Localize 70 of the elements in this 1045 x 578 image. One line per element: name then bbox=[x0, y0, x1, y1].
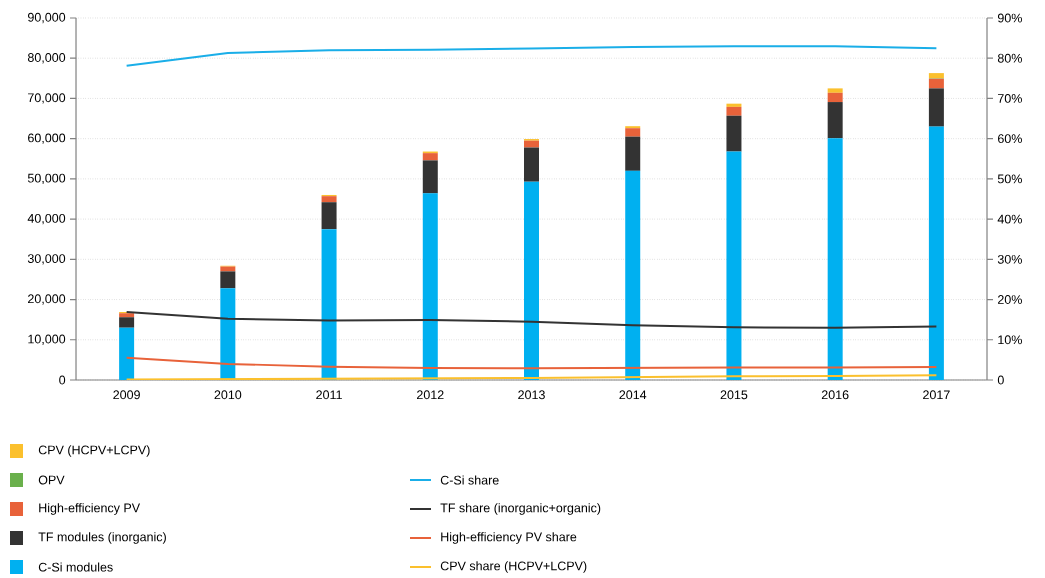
y-tick-label: 60,000 bbox=[28, 133, 66, 144]
y-tick-label: 90,000 bbox=[28, 12, 66, 24]
bar bbox=[321, 229, 337, 380]
y-tick-label: 0 bbox=[59, 375, 66, 385]
y2-tick-label: 70% bbox=[998, 94, 1022, 103]
x-tick-label: 2013 bbox=[518, 390, 545, 400]
y2-tick-label: 20% bbox=[998, 295, 1022, 304]
y2-tick-label: 60% bbox=[998, 134, 1022, 144]
bar bbox=[220, 271, 236, 289]
legend-label: C-Si share bbox=[440, 475, 499, 485]
bar bbox=[827, 138, 843, 380]
y2-tick-label: 0 bbox=[997, 375, 1004, 385]
x-tick-label: 2016 bbox=[821, 390, 849, 400]
bar bbox=[625, 128, 641, 137]
bar bbox=[119, 327, 135, 380]
legend-label: TF modules (inorganic) bbox=[38, 532, 166, 544]
y-tick-label: 10,000 bbox=[28, 334, 66, 345]
y2-tick-label: 90% bbox=[997, 13, 1022, 23]
y2-tick-label: 40% bbox=[997, 214, 1022, 224]
legend-label: High-efficiency PV bbox=[39, 503, 141, 515]
x-tick-label: 2017 bbox=[923, 390, 950, 400]
bar bbox=[827, 88, 843, 93]
x-tick-label: 2010 bbox=[214, 390, 242, 400]
y-tick-label: 40,000 bbox=[27, 213, 66, 225]
x-tick-label: 2014 bbox=[619, 390, 647, 400]
legend-label: High-efficiency PV share bbox=[441, 532, 577, 544]
bar bbox=[220, 288, 236, 380]
y2-tick-label: 10% bbox=[998, 335, 1022, 345]
bar bbox=[119, 313, 135, 318]
legend-label: TF share (inorganic+organic) bbox=[440, 503, 601, 515]
y-tick-label: 50,000 bbox=[27, 173, 66, 185]
y2-tick-label: 50% bbox=[997, 174, 1022, 184]
legend-label: C-Si modules bbox=[38, 562, 113, 572]
y-tick-label: 80,000 bbox=[27, 53, 66, 64]
bar bbox=[726, 103, 742, 107]
bar bbox=[928, 88, 944, 127]
y2-tick-label: 80% bbox=[997, 53, 1022, 63]
bar bbox=[422, 153, 438, 161]
bar bbox=[321, 202, 337, 230]
bar bbox=[524, 140, 539, 148]
bar bbox=[422, 160, 438, 194]
legend-label: CPV share (HCPV+LCPV) bbox=[440, 561, 587, 573]
bar bbox=[827, 102, 843, 139]
y2-tick-label: 30% bbox=[997, 254, 1022, 264]
y-tick-label: 70,000 bbox=[28, 93, 66, 104]
bar bbox=[726, 151, 742, 380]
bar bbox=[625, 126, 641, 129]
bar bbox=[524, 147, 539, 182]
bar bbox=[928, 73, 944, 79]
bar bbox=[524, 181, 539, 380]
bar bbox=[726, 106, 742, 116]
line-series bbox=[125, 45, 938, 67]
y-tick-label: 30,000 bbox=[27, 254, 66, 265]
bar bbox=[726, 115, 742, 152]
bar bbox=[827, 92, 843, 103]
x-tick-label: 2011 bbox=[316, 390, 342, 400]
bar bbox=[625, 136, 641, 171]
legend-label: CPV (HCPV+LCPV) bbox=[38, 445, 150, 457]
x-tick-label: 2015 bbox=[720, 390, 748, 400]
x-tick-label: 2012 bbox=[417, 390, 444, 400]
bar bbox=[928, 126, 944, 380]
x-tick-label: 2009 bbox=[113, 390, 140, 400]
bar bbox=[422, 193, 438, 380]
line-series bbox=[125, 311, 938, 329]
bar bbox=[119, 317, 135, 328]
legend-label: OPV bbox=[38, 475, 65, 485]
y-tick-label: 20,000 bbox=[28, 294, 66, 305]
bar bbox=[625, 170, 641, 380]
bar bbox=[321, 196, 337, 203]
bar bbox=[928, 78, 944, 89]
